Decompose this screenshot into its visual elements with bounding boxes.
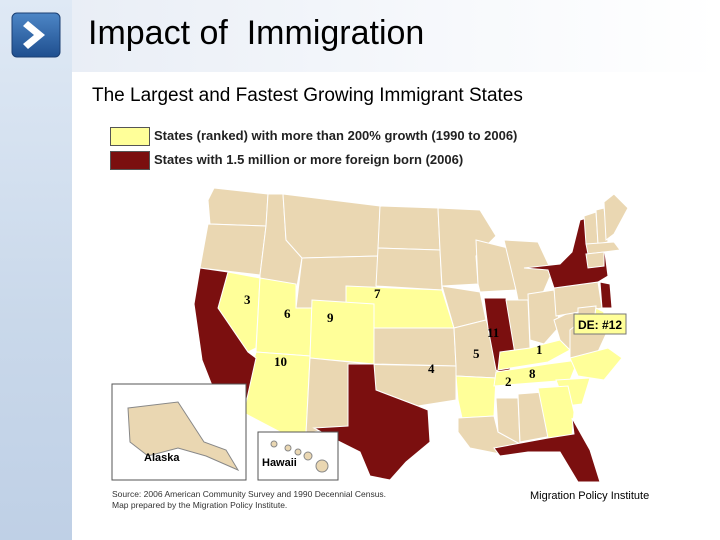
state-arkansas [455, 375, 497, 419]
rank-label-georgia: 2 [505, 374, 512, 389]
state-montana [282, 193, 381, 259]
state-massachusetts [585, 241, 621, 255]
rank-label-kentucky: 11 [487, 325, 499, 340]
state-connecticut [585, 251, 605, 269]
rank-label-nebraska: 7 [374, 286, 381, 301]
title-band [72, 0, 720, 72]
rank-label-colorado: 9 [327, 310, 334, 325]
state-texas [312, 363, 431, 481]
rank-label-utah: 6 [284, 306, 291, 321]
rank-label-tennessee: 5 [473, 346, 480, 361]
delaware-callout-label: DE: #12 [578, 318, 622, 332]
hawaii-inset [257, 431, 339, 481]
alaska-label: Alaska [144, 452, 180, 464]
slide-subtitle: The Largest and Fastest Growing Immigran… [92, 85, 523, 106]
state-oregon [199, 223, 267, 276]
delaware-callout-box [573, 313, 627, 335]
legend-label-foreign-born: States with 1.5 million or more foreign … [154, 152, 464, 167]
state-maine [603, 193, 629, 241]
hawaii-label: Hawaii [262, 457, 297, 469]
slide-credit: Migration Policy Institute [530, 490, 650, 502]
state-north-carolina [569, 347, 623, 381]
state-new-jersey [599, 281, 613, 309]
rank-label-north-carolina: 1 [536, 342, 543, 357]
state-ohio [527, 289, 561, 345]
legend-swatch-growth [110, 127, 150, 146]
state-north-dakota [377, 205, 441, 251]
rank-label-arkansas: 4 [428, 361, 435, 376]
rank-label-arizona: 10 [274, 354, 287, 369]
rank-label-nevada: 3 [244, 292, 251, 307]
state-hawaii [270, 440, 329, 473]
map-source-line-2: Map prepared by the Migration Policy Ins… [112, 500, 288, 510]
state-wisconsin [475, 239, 517, 293]
chevron-right-icon[interactable] [11, 12, 61, 58]
state-kansas [373, 327, 457, 367]
legend-swatch-foreign-born [110, 151, 150, 170]
state-colorado [309, 299, 375, 365]
state-south-dakota [375, 247, 443, 291]
state-washington [207, 187, 269, 227]
rank-label-south-carolina: 8 [529, 366, 536, 381]
map-source-line-1: Source: 2006 American Community Survey a… [112, 489, 387, 499]
legend-label-growth: States (ranked) with more than 200% grow… [154, 128, 518, 143]
state-florida [493, 417, 601, 483]
state-california [193, 267, 257, 413]
state-alaska [127, 401, 240, 472]
map-source: Source: 2006 American Community Survey a… [112, 489, 386, 511]
slide-title: Impact of Immigration [88, 14, 425, 52]
left-accent-bar [0, 0, 72, 540]
us-map: Alaska Hawaii 3 6 9 7 10 4 5 11 2 8 1 DE… [111, 187, 629, 483]
